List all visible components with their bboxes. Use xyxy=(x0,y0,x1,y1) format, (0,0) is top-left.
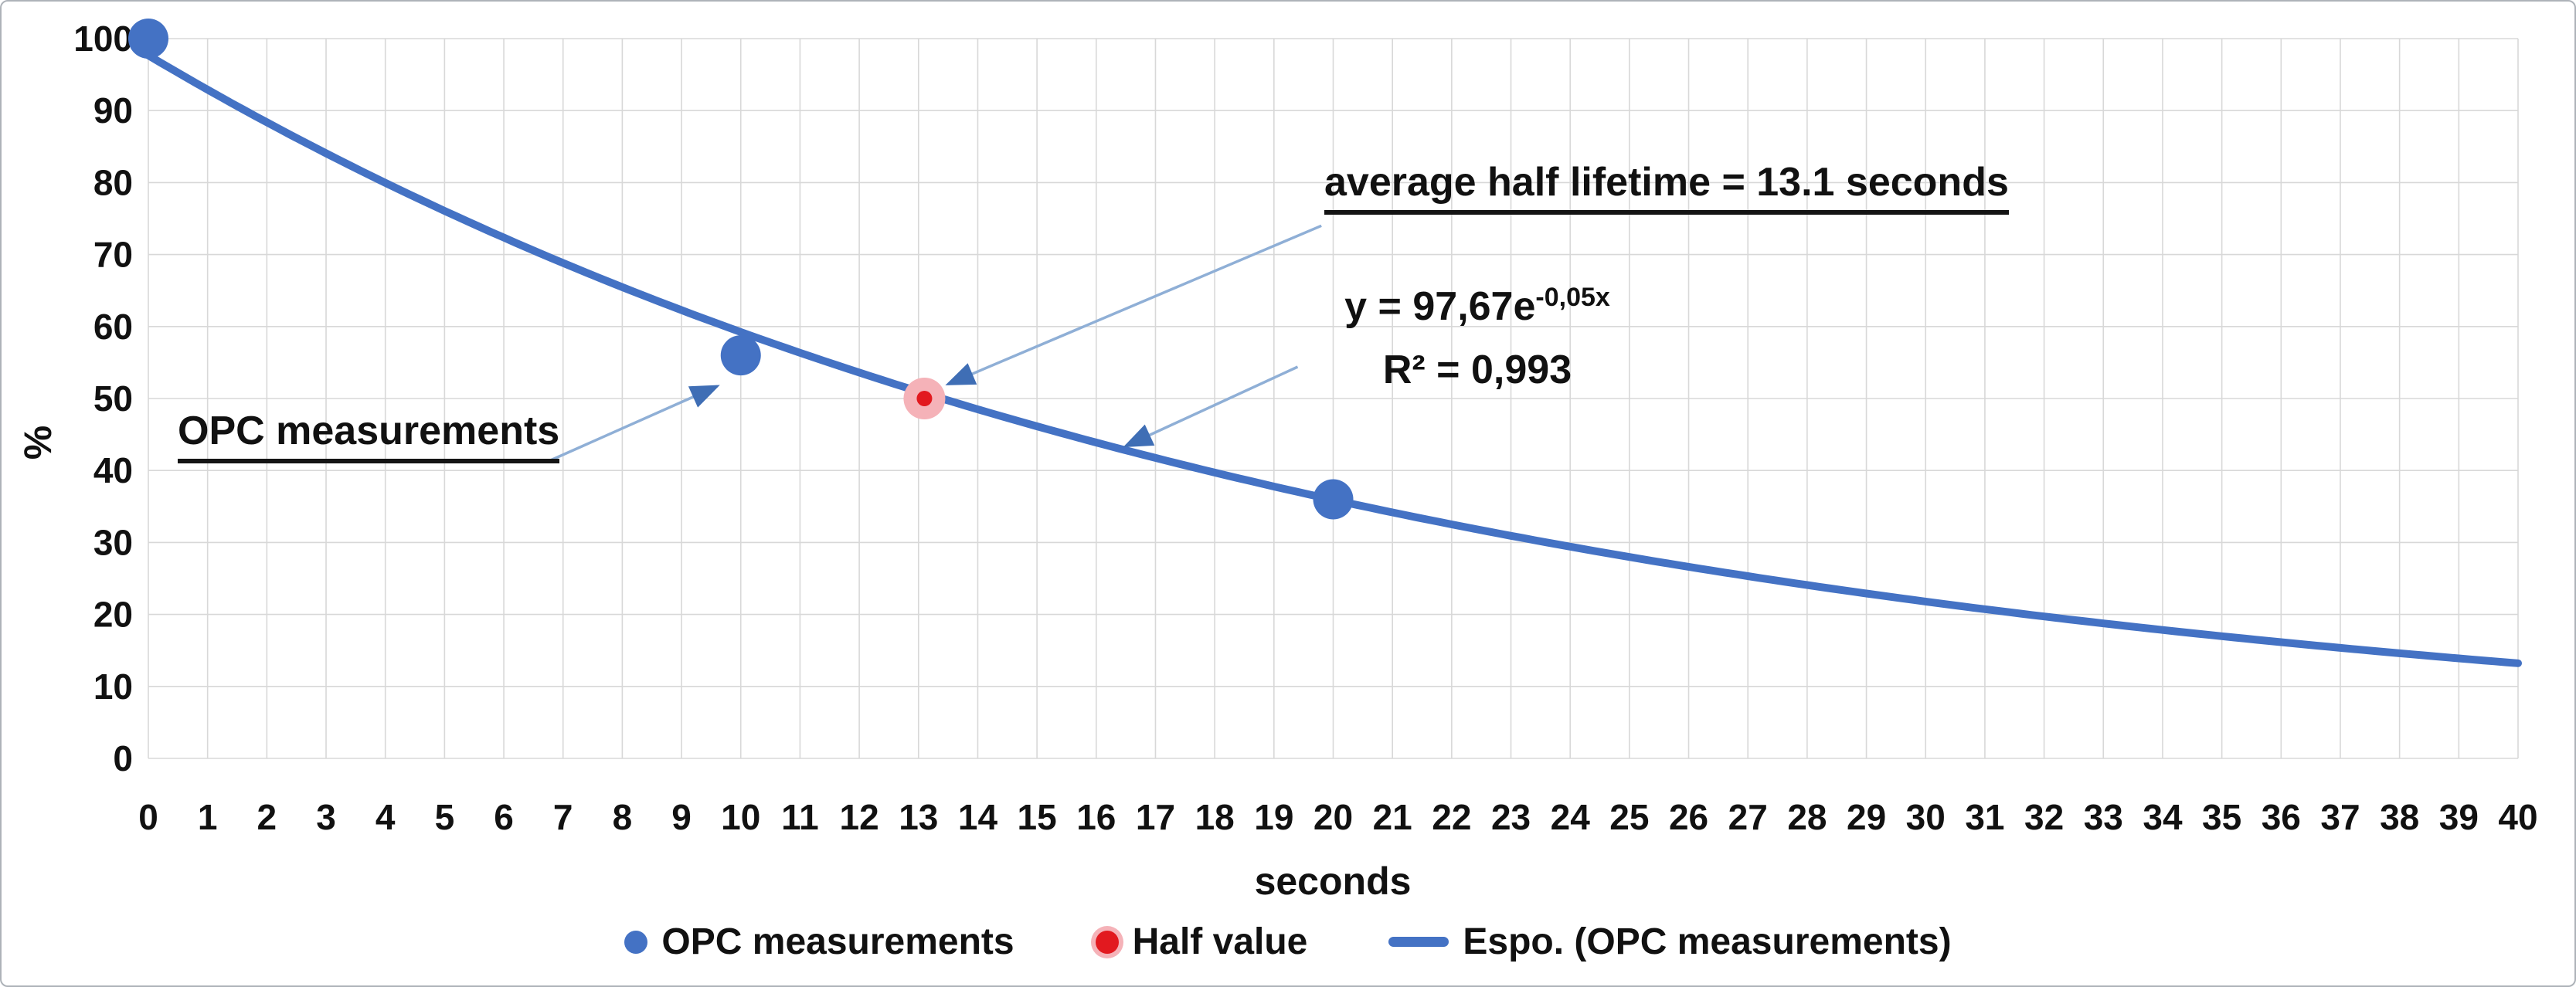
y-tick-label: 60 xyxy=(93,307,133,347)
legend-label: Half value xyxy=(1132,921,1308,962)
legend-line-marker-icon xyxy=(1388,937,1449,947)
legend-dot-marker-icon xyxy=(624,930,648,954)
annotation-half-lifetime-text: average half lifetime = 13.1 seconds xyxy=(1324,160,2009,215)
x-tick-label: 13 xyxy=(899,797,938,837)
x-tick-label: 9 xyxy=(671,797,692,837)
opc-measurement-point xyxy=(1313,479,1354,520)
equation-base: y = 97,67e xyxy=(1344,284,1536,329)
data-points xyxy=(128,19,1354,520)
y-tick-label: 40 xyxy=(93,450,133,490)
x-tick-label: 27 xyxy=(1728,797,1768,837)
x-axis-title: seconds xyxy=(1254,860,1412,903)
x-tick-label: 7 xyxy=(553,797,573,837)
half-value-point xyxy=(916,391,933,406)
x-tick-label: 20 xyxy=(1313,797,1353,837)
annotation-opc-measurements: OPC measurements xyxy=(178,408,560,463)
x-tick-label: 33 xyxy=(2084,797,2123,837)
y-axis-title: % xyxy=(16,425,59,460)
annotation-opc-text: OPC measurements xyxy=(178,409,560,463)
axis-tick-labels: 0 1 2 3 4 5 6 7 8 9 10 11 12 13 14 15 16 17 18 19 20 21 22 23 24… xyxy=(73,19,2537,837)
x-tick-label: 24 xyxy=(1551,797,1591,837)
chart-legend: OPC measurements Half value Espo. (OPC mea… xyxy=(2,921,2574,963)
x-tick-label: 0 xyxy=(138,797,158,837)
x-tick-label: 38 xyxy=(2380,797,2419,837)
x-tick-label: 28 xyxy=(1787,797,1827,837)
x-tick-label: 23 xyxy=(1491,797,1531,837)
x-tick-label: 26 xyxy=(1669,797,1708,837)
x-tick-label: 32 xyxy=(2024,797,2064,837)
legend-item: Espo. (OPC measurements) xyxy=(1388,921,1952,963)
x-tick-label: 8 xyxy=(613,797,633,837)
opc-measurement-point xyxy=(720,335,761,376)
annotation-arrow xyxy=(546,385,720,463)
annotation-arrow xyxy=(945,224,1322,385)
x-tick-label: 29 xyxy=(1847,797,1886,837)
x-tick-label: 14 xyxy=(958,797,998,837)
x-tick-label: 40 xyxy=(2498,797,2537,837)
y-tick-label: 10 xyxy=(93,666,133,707)
y-tick-label: 80 xyxy=(93,162,133,202)
annotation-half-lifetime: average half lifetime = 13.1 seconds xyxy=(1324,159,2009,215)
x-tick-label: 34 xyxy=(2143,797,2183,837)
annotation-arrow xyxy=(1123,365,1299,448)
annotation-arrows xyxy=(546,224,1322,463)
equation-r-squared: R² = 0,993 xyxy=(1382,348,1572,392)
y-tick-label: 70 xyxy=(93,235,133,275)
annotation-trendline-equation: y = 97,67e-0,05x R² = 0,993 xyxy=(1269,283,1686,393)
x-tick-label: 21 xyxy=(1373,797,1412,837)
x-tick-label: 4 xyxy=(376,797,396,837)
legend-label: Espo. (OPC measurements) xyxy=(1463,921,1952,962)
x-tick-label: 3 xyxy=(316,797,336,837)
legend-item: OPC measurements xyxy=(624,921,1014,963)
x-tick-label: 2 xyxy=(257,797,277,837)
legend-item: Half value xyxy=(1095,921,1308,963)
x-tick-label: 36 xyxy=(2262,797,2301,837)
y-tick-label: 0 xyxy=(113,738,133,778)
equation-exponent: -0,05x xyxy=(1535,283,1610,312)
x-tick-label: 31 xyxy=(1965,797,2004,837)
x-tick-label: 6 xyxy=(494,797,514,837)
x-tick-label: 1 xyxy=(198,797,218,837)
x-tick-label: 11 xyxy=(781,797,819,837)
x-tick-label: 25 xyxy=(1609,797,1649,837)
x-tick-label: 35 xyxy=(2202,797,2241,837)
x-tick-label: 15 xyxy=(1018,797,1057,837)
x-tick-label: 39 xyxy=(2439,797,2479,837)
x-tick-label: 30 xyxy=(1906,797,1946,837)
y-tick-label: 50 xyxy=(93,378,133,419)
x-tick-label: 16 xyxy=(1076,797,1116,837)
x-tick-label: 5 xyxy=(435,797,455,837)
y-tick-label: 90 xyxy=(93,90,133,131)
x-tick-label: 17 xyxy=(1136,797,1175,837)
legend-label: OPC measurements xyxy=(661,921,1014,962)
y-tick-label: 20 xyxy=(93,595,133,635)
y-tick-label: 100 xyxy=(73,19,133,59)
x-tick-label: 18 xyxy=(1195,797,1235,837)
x-tick-label: 12 xyxy=(840,797,879,837)
x-tick-label: 19 xyxy=(1254,797,1293,837)
x-tick-label: 22 xyxy=(1432,797,1471,837)
legend-dot-marker-icon xyxy=(1095,930,1119,954)
gridlines xyxy=(148,38,2519,759)
opc-measurement-point xyxy=(128,19,168,59)
equation-text: y = 97,67e-0,05x xyxy=(1269,283,1686,330)
x-tick-label: 10 xyxy=(721,797,760,837)
x-tick-label: 37 xyxy=(2320,797,2360,837)
y-tick-label: 30 xyxy=(93,522,133,562)
